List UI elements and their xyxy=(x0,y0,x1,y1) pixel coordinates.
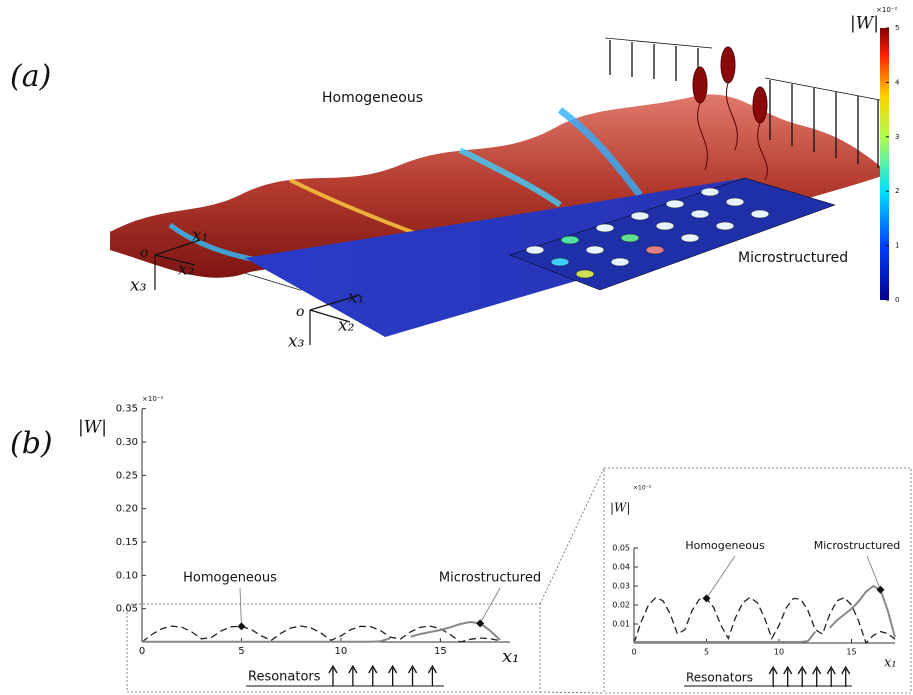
colorbar-tick-label: 4 xyxy=(895,78,900,86)
resonators-label: Resonators xyxy=(248,670,321,685)
annotation-leader xyxy=(479,587,501,624)
colorbar-tick-label: 2 xyxy=(895,187,899,195)
annotation-marker xyxy=(702,594,711,603)
wave-band xyxy=(458,147,562,208)
resonator-arrowhead xyxy=(812,665,822,675)
origin-label: o xyxy=(296,304,304,320)
series-line xyxy=(142,620,501,643)
colorbar xyxy=(880,28,889,300)
homogeneous-surface xyxy=(110,94,885,278)
resonator-arrowhead xyxy=(328,664,338,674)
zoom-frames xyxy=(126,467,912,694)
y-tick-label: 0.15 xyxy=(116,537,138,548)
load-arrows xyxy=(604,37,881,168)
panel-a-render xyxy=(109,28,889,345)
axis-label: x₁ xyxy=(348,288,364,308)
wave-band xyxy=(557,107,643,198)
annotation-label: Microstructured xyxy=(814,539,901,552)
colorbar-tick-label: 5 xyxy=(895,24,899,32)
coord-arrows xyxy=(154,239,361,345)
resonator-arrowhead xyxy=(797,665,807,675)
resonator-arrowhead xyxy=(768,665,778,675)
y-tick-label: 0.05 xyxy=(116,604,138,615)
axis-label: x₃ xyxy=(130,276,147,296)
wave-band xyxy=(289,178,421,237)
y-axis-label: |W| xyxy=(78,418,107,438)
colorbar-title: |W| xyxy=(850,14,879,34)
y-tick-label: 0.20 xyxy=(116,504,138,515)
homogeneous-label: Homogeneous xyxy=(322,90,423,106)
y-tick-label: 0.02 xyxy=(612,601,630,610)
y-tick-label: 0.30 xyxy=(116,437,138,448)
axis-exponent: ×10⁻² xyxy=(633,485,652,492)
y-tick-label: 0.04 xyxy=(612,563,630,572)
series-line xyxy=(141,625,501,643)
colorbar-exponent: ×10⁻² xyxy=(876,6,897,14)
annotation-marker xyxy=(476,619,485,628)
x-tick-label: 0 xyxy=(139,646,145,657)
annotation-leader xyxy=(706,555,736,599)
y-tick-label: 0.05 xyxy=(612,544,630,553)
resonator-arrowhead xyxy=(841,665,851,675)
panel-label: (a) xyxy=(10,59,51,94)
axis-label: x₃ xyxy=(288,332,305,352)
panel-label: (b) xyxy=(10,426,53,461)
resonator-cells xyxy=(525,187,770,279)
resonator-arrowhead xyxy=(348,664,358,674)
annotation-marker xyxy=(237,622,246,631)
y-tick-label: 0.01 xyxy=(612,620,630,629)
annotation-label: Microstructured xyxy=(439,571,541,586)
axis-label: x₂ xyxy=(338,316,355,336)
x-tick-label: 15 xyxy=(846,648,856,657)
x-tick-label: 10 xyxy=(335,646,348,657)
y-tick-label: 0.10 xyxy=(116,570,138,581)
y-tick-label: 0.25 xyxy=(116,470,138,481)
x-tick-label: 5 xyxy=(238,646,244,657)
x-tick-label: 0 xyxy=(631,648,636,657)
annotation-leader xyxy=(866,555,881,590)
x-tick-label: 10 xyxy=(774,648,784,657)
annotation-label: Homogeneous xyxy=(685,539,765,552)
origin-label: o xyxy=(140,245,148,261)
colorbar-tick-label: 3 xyxy=(895,133,899,141)
axis-exponent: ×10⁻² xyxy=(142,395,163,403)
annotation-marker xyxy=(876,585,885,594)
x-tick-label: 5 xyxy=(704,648,709,657)
resonator-arrowhead xyxy=(427,664,437,674)
resonator-arrowhead xyxy=(407,664,418,674)
y-tick-label: 0.35 xyxy=(116,404,138,415)
axis-label: x₂ xyxy=(178,260,195,280)
x-axis-label: x₁ xyxy=(884,656,897,671)
axis-label: x₁ xyxy=(192,226,208,246)
x-tick-label: 15 xyxy=(434,646,447,657)
resonator-arrowhead xyxy=(388,664,398,674)
annotation-leader xyxy=(239,587,242,627)
series-line xyxy=(633,596,896,645)
y-axis-label: |W| xyxy=(610,501,630,515)
resonator-arrowhead xyxy=(368,664,378,674)
y-tick-label: 0.03 xyxy=(612,582,630,591)
colorbar-tick-label: 1 xyxy=(895,242,899,250)
resonator-arrowhead xyxy=(783,665,793,675)
annotation-label: Homogeneous xyxy=(183,571,277,586)
resonator-springs xyxy=(692,46,768,181)
colorbar-tick-label: 0 xyxy=(895,296,899,304)
series-line xyxy=(634,584,896,643)
resonators-label: Resonators xyxy=(686,671,753,685)
microstructured-label: Microstructured xyxy=(738,250,848,266)
x-axis-label: x₁ xyxy=(502,646,519,667)
resonator-arrowhead xyxy=(826,665,836,675)
